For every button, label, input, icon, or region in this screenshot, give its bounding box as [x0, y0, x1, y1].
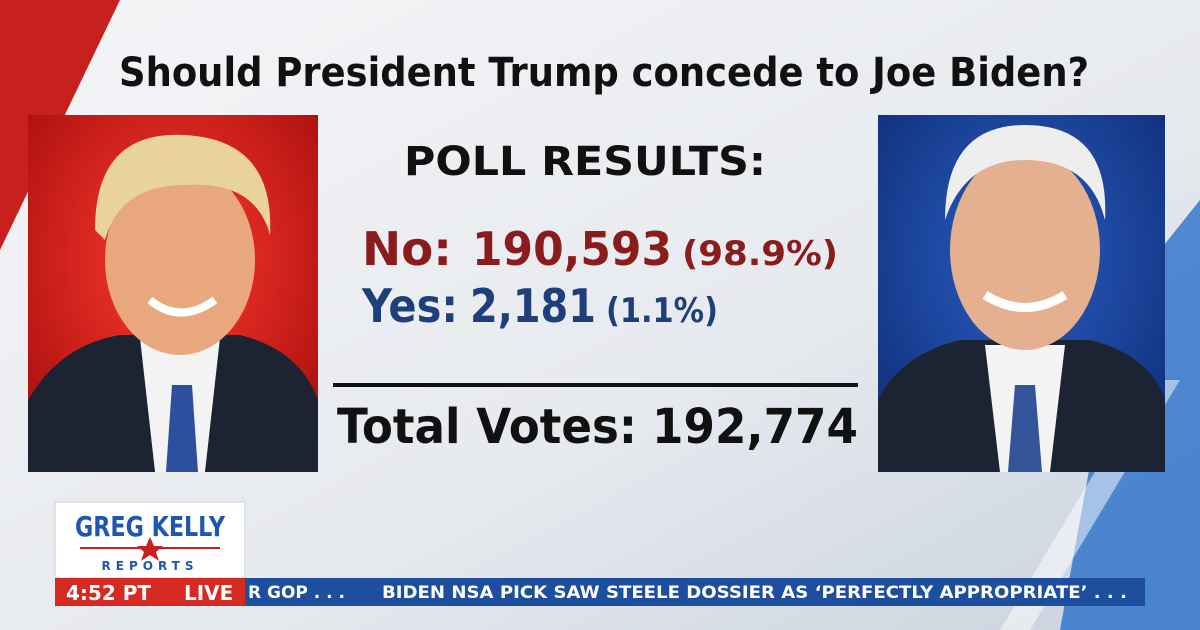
result-percent: (1.1%): [606, 291, 718, 331]
result-label: No:: [362, 222, 452, 276]
total-label: Total Votes:: [337, 399, 637, 455]
title: Should President Trump concede to Joe Bi…: [119, 50, 1089, 96]
ticker-bar: [245, 578, 1145, 606]
result-label: Yes:: [361, 279, 458, 333]
ticker-item: R GOP . . .: [248, 583, 345, 603]
time: 4:52 PT: [66, 581, 151, 605]
divider: [333, 383, 858, 387]
show-name: GREG KELLY: [75, 510, 226, 543]
live: LIVE: [184, 581, 233, 605]
time-bar: [55, 578, 245, 606]
show-subtitle: REPORTS: [102, 559, 199, 573]
poll-heading: POLL RESULTS:: [404, 139, 766, 185]
ticker-item: BIDEN NSA PICK SAW STEELE DOSSIER AS ‘PE…: [382, 583, 1127, 603]
result-count: 2,181: [470, 279, 596, 333]
portrait-right: [878, 115, 1165, 472]
total-count: 192,774: [652, 399, 858, 455]
result-count: 190,593: [472, 222, 672, 276]
show-logo: GREG KELLY REPORTS: [54, 501, 246, 579]
result-percent: (98.9%): [682, 234, 838, 274]
portrait-left: [28, 115, 318, 472]
